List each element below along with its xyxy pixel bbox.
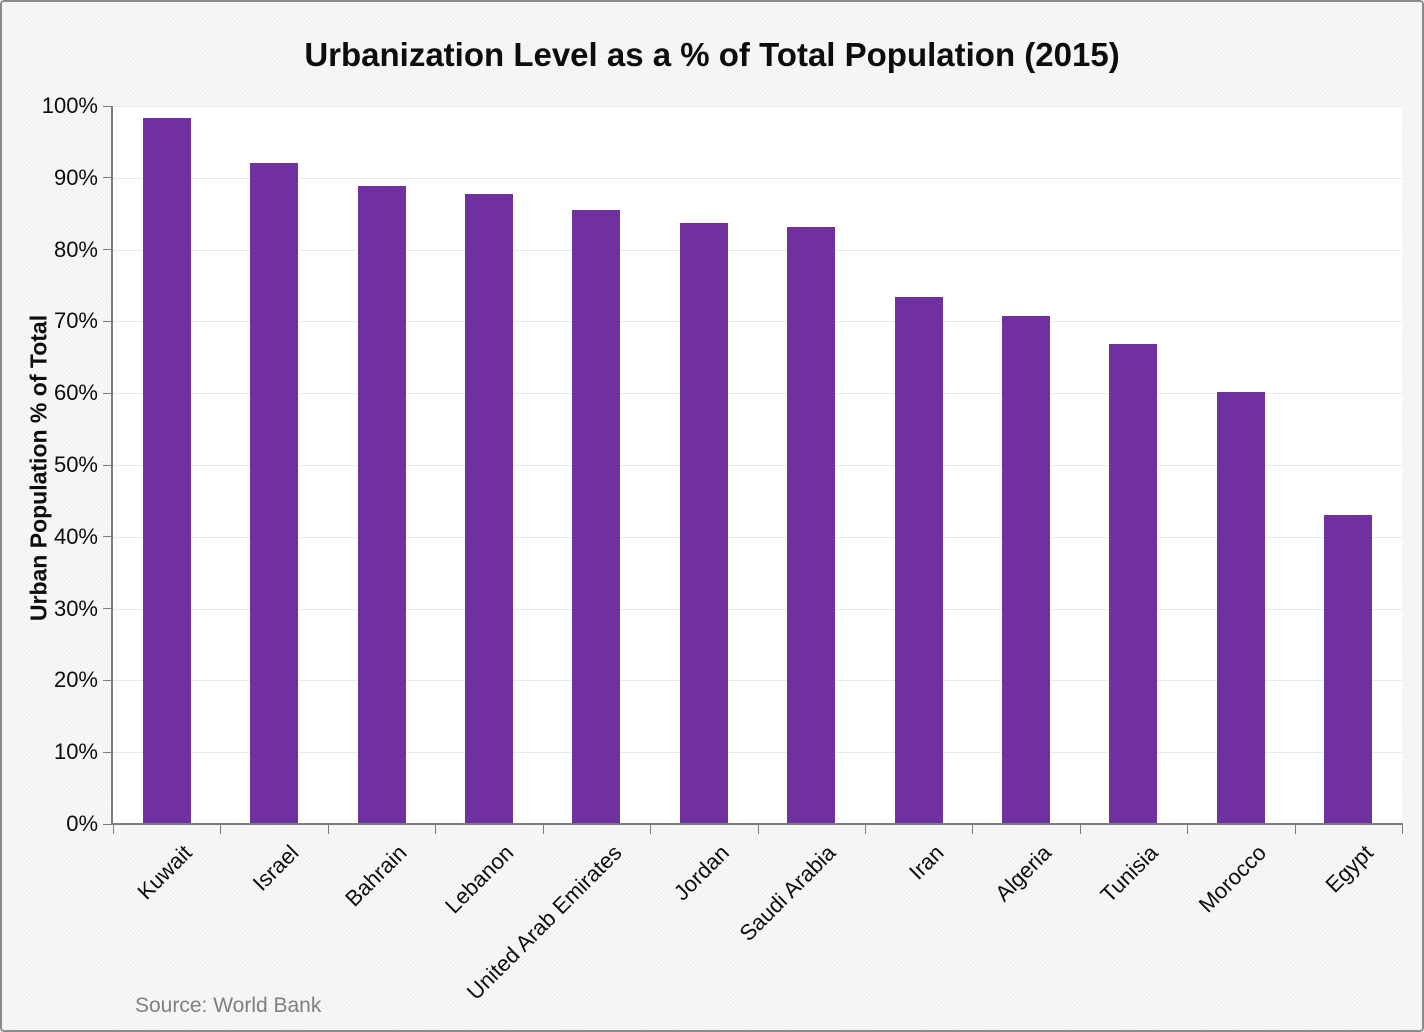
gridline bbox=[113, 249, 1402, 251]
y-tick-label: 70% bbox=[53, 308, 98, 334]
x-tick-mark bbox=[757, 825, 759, 834]
y-tick-mark bbox=[103, 464, 112, 466]
y-tick-label: 100% bbox=[41, 93, 98, 118]
x-tick-mark bbox=[864, 825, 866, 834]
y-tick-label: 80% bbox=[53, 236, 98, 262]
y-tick-mark bbox=[103, 536, 112, 538]
y-tick-mark bbox=[103, 177, 112, 179]
gridline bbox=[113, 465, 1402, 466]
x-tick-mark bbox=[327, 825, 329, 834]
x-tick-label-iran: Iran bbox=[903, 840, 949, 885]
bar-egypt bbox=[1324, 514, 1373, 824]
x-tick-mark bbox=[1402, 825, 1403, 834]
gridline bbox=[113, 536, 1402, 538]
bar-saudi-arabia bbox=[787, 227, 836, 824]
bar-tunisia bbox=[1109, 344, 1158, 824]
y-axis-line bbox=[111, 106, 113, 825]
gridline bbox=[113, 106, 1402, 107]
y-tick-mark bbox=[103, 608, 112, 610]
y-tick-label: 0% bbox=[66, 811, 98, 836]
chart-title: Urbanization Level as a % of Total Popul… bbox=[304, 36, 1120, 73]
x-tick-label-algeria: Algeria bbox=[989, 840, 1056, 907]
x-tick-label-morocco: Morocco bbox=[1193, 840, 1271, 918]
y-tick-mark bbox=[103, 823, 112, 825]
gridline bbox=[113, 752, 1402, 754]
y-tick-mark bbox=[103, 392, 112, 394]
x-tick-mark bbox=[650, 825, 652, 834]
x-tick-label-jordan: Jordan bbox=[668, 840, 734, 906]
plot-area bbox=[113, 106, 1402, 824]
x-tick-mark bbox=[542, 825, 544, 834]
y-tick-label: 50% bbox=[53, 452, 98, 477]
gridline bbox=[113, 680, 1402, 682]
x-tick-label-bahrain: Bahrain bbox=[339, 840, 412, 912]
bar-bahrain bbox=[357, 186, 406, 824]
gridline bbox=[113, 321, 1402, 323]
y-tick-label: 90% bbox=[53, 164, 98, 190]
bar-algeria bbox=[1002, 316, 1051, 824]
bar-lebanon bbox=[464, 194, 513, 824]
y-tick-mark bbox=[103, 249, 112, 251]
x-tick-mark bbox=[435, 825, 437, 834]
gridline bbox=[113, 393, 1402, 395]
y-tick-mark bbox=[103, 679, 112, 681]
bar-united-arab-emirates bbox=[572, 210, 621, 824]
bar-morocco bbox=[1216, 391, 1265, 824]
y-tick-mark bbox=[103, 751, 112, 753]
x-tick-mark bbox=[113, 825, 114, 834]
x-tick-label-israel: Israel bbox=[248, 840, 304, 896]
gridline bbox=[113, 608, 1402, 610]
x-tick-mark bbox=[1079, 825, 1081, 834]
x-tick-mark bbox=[972, 825, 974, 834]
x-tick-mark bbox=[1187, 825, 1189, 834]
y-tick-label: 20% bbox=[53, 667, 98, 693]
y-tick-label: 10% bbox=[53, 739, 98, 765]
x-tick-label-egypt: Egypt bbox=[1320, 840, 1378, 898]
bar-jordan bbox=[679, 223, 728, 824]
x-tick-mark bbox=[220, 825, 222, 834]
bar-iran bbox=[894, 297, 943, 824]
gridline bbox=[113, 177, 1402, 179]
bar-israel bbox=[250, 162, 299, 824]
x-tick-label-saudi-arabia: Saudi Arabia bbox=[734, 840, 841, 946]
x-tick-label-lebanon: Lebanon bbox=[440, 840, 519, 919]
x-tick-label-kuwait: Kuwait bbox=[132, 840, 197, 905]
y-tick-label: 30% bbox=[53, 595, 98, 621]
x-tick-label-tunisia: Tunisia bbox=[1095, 840, 1164, 908]
source-note: Source: World Bank bbox=[135, 994, 322, 1017]
y-tick-label: 60% bbox=[53, 380, 98, 406]
x-tick-mark bbox=[1294, 825, 1296, 834]
y-tick-label: 40% bbox=[53, 523, 98, 549]
bar-kuwait bbox=[142, 118, 191, 824]
y-tick-mark bbox=[103, 320, 112, 322]
x-axis-line bbox=[111, 823, 1403, 825]
y-tick-mark bbox=[103, 105, 112, 107]
